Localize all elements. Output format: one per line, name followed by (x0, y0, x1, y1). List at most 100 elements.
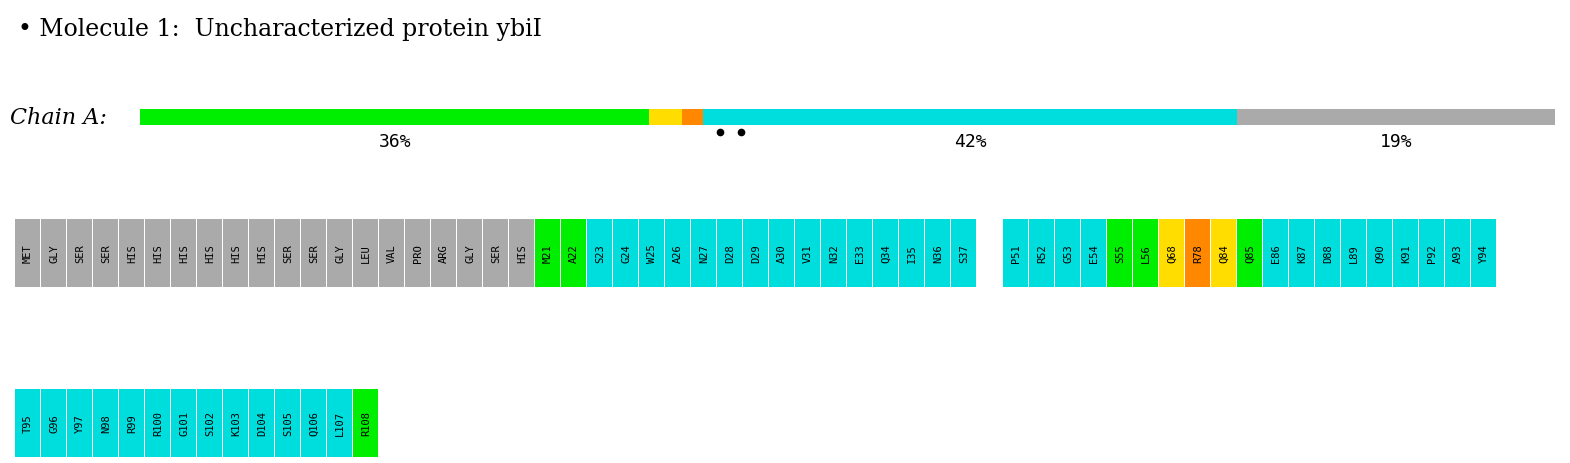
Bar (1159, 219, 1184, 288)
Text: 36%: 36% (378, 133, 411, 150)
Text: HIS: HIS (231, 244, 242, 263)
Text: L56: L56 (1141, 244, 1151, 263)
Bar (1028, 219, 1053, 288)
Text: G96: G96 (49, 414, 60, 432)
Bar (275, 389, 300, 457)
Bar (846, 219, 871, 288)
Text: SER: SER (100, 244, 111, 263)
Text: I35: I35 (907, 244, 917, 263)
Text: N98: N98 (100, 414, 111, 432)
Text: K103: K103 (231, 411, 242, 436)
Text: HIS: HIS (257, 244, 267, 263)
Bar (1210, 219, 1236, 288)
Bar (140, 110, 650, 126)
Text: P51: P51 (1011, 244, 1020, 263)
Bar (1444, 219, 1470, 288)
Text: GLY: GLY (49, 244, 60, 263)
Bar (275, 219, 300, 288)
Text: R108: R108 (361, 411, 371, 436)
Text: R99: R99 (127, 414, 137, 432)
Bar (378, 219, 403, 288)
Bar (587, 219, 612, 288)
Text: G24: G24 (622, 244, 631, 263)
Text: Y97: Y97 (75, 414, 85, 432)
Bar (1316, 219, 1341, 288)
Text: D104: D104 (257, 411, 267, 436)
Bar (1003, 219, 1028, 288)
Bar (41, 389, 66, 457)
Bar (639, 219, 664, 288)
Bar (743, 219, 768, 288)
Bar (144, 219, 170, 288)
Bar (1055, 219, 1080, 288)
Text: G101: G101 (179, 411, 188, 436)
Bar (93, 389, 118, 457)
Bar (900, 219, 925, 288)
Text: R100: R100 (152, 411, 163, 436)
Text: S37: S37 (959, 244, 969, 263)
Bar (509, 219, 534, 288)
Text: • Molecule 1:  Uncharacterized protein ybiI: • Molecule 1: Uncharacterized protein yb… (17, 18, 542, 41)
Bar (951, 219, 977, 288)
Bar (666, 219, 689, 288)
Text: D28: D28 (725, 244, 735, 263)
Text: LEU: LEU (361, 244, 371, 263)
Text: MET: MET (24, 244, 33, 263)
Text: Q106: Q106 (309, 411, 319, 436)
Bar (681, 110, 703, 126)
Bar (196, 219, 221, 288)
Text: GLY: GLY (334, 244, 345, 263)
Text: HIS: HIS (179, 244, 188, 263)
Bar (353, 219, 378, 288)
Bar (1393, 219, 1418, 288)
Bar (250, 219, 275, 288)
Text: E54: E54 (1090, 244, 1099, 263)
Bar (821, 219, 846, 288)
Bar (691, 219, 716, 288)
Bar (405, 219, 430, 288)
Text: W25: W25 (647, 244, 656, 263)
Bar (1134, 219, 1159, 288)
Bar (327, 219, 352, 288)
Text: D88: D88 (1324, 244, 1333, 263)
Bar (196, 389, 221, 457)
Text: N36: N36 (933, 244, 944, 263)
Text: Q85: Q85 (1245, 244, 1254, 263)
Bar (1107, 219, 1132, 288)
Bar (119, 389, 144, 457)
Text: A22: A22 (568, 244, 579, 263)
Text: S105: S105 (283, 411, 294, 436)
Bar (1262, 219, 1287, 288)
Bar (1471, 219, 1496, 288)
Bar (703, 110, 1237, 126)
Text: P92: P92 (1427, 244, 1437, 263)
Text: Chain A:: Chain A: (9, 107, 107, 129)
Text: Q34: Q34 (881, 244, 892, 263)
Text: R78: R78 (1193, 244, 1203, 263)
Bar (353, 389, 378, 457)
Bar (171, 219, 196, 288)
Bar (1341, 219, 1366, 288)
Text: ARG: ARG (440, 244, 449, 263)
Text: T95: T95 (24, 414, 33, 432)
Bar (223, 389, 248, 457)
Text: SER: SER (283, 244, 294, 263)
Text: 42%: 42% (955, 133, 988, 150)
Bar (560, 219, 586, 288)
Text: N27: N27 (699, 244, 710, 263)
Bar (457, 219, 482, 288)
Text: L107: L107 (334, 411, 345, 436)
Text: M21: M21 (543, 244, 553, 263)
Text: E33: E33 (856, 244, 865, 263)
Bar (1185, 219, 1210, 288)
Text: VAL: VAL (386, 244, 397, 263)
Bar (794, 219, 820, 288)
Text: S102: S102 (206, 411, 215, 436)
Text: HIS: HIS (152, 244, 163, 263)
Text: R52: R52 (1038, 244, 1047, 263)
Bar (41, 219, 66, 288)
Text: N32: N32 (829, 244, 838, 263)
Bar (535, 219, 560, 288)
Bar (1289, 219, 1314, 288)
Text: K87: K87 (1297, 244, 1306, 263)
